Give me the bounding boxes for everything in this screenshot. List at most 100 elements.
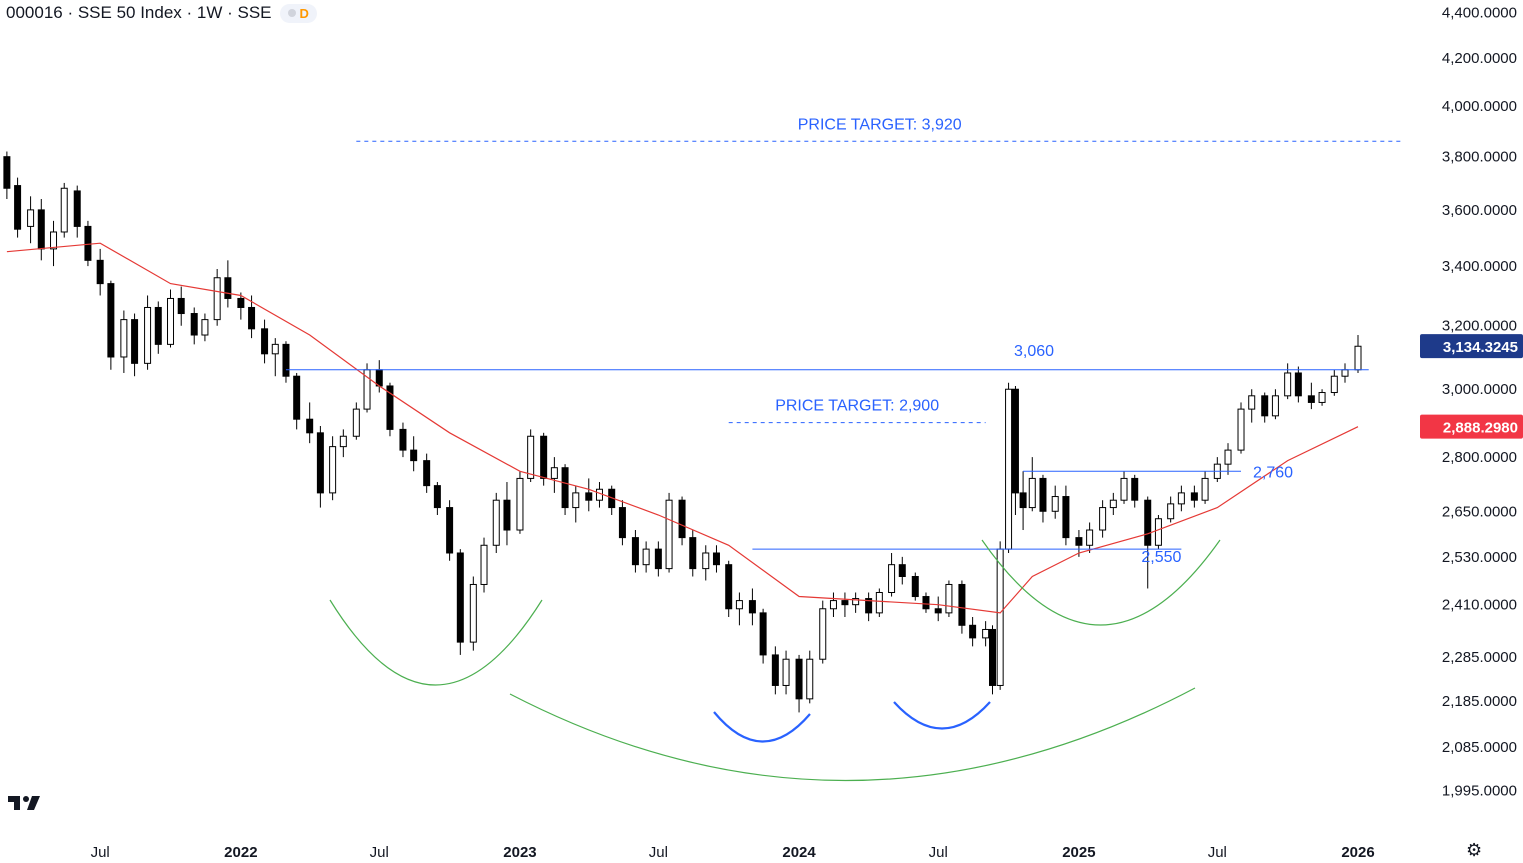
candle-body [1144, 499, 1152, 546]
candle-body [875, 592, 883, 614]
candle-body [759, 612, 767, 656]
y-tick-label: 4,400.0000 [1442, 4, 1517, 21]
candle-body [1237, 408, 1245, 451]
candle-body [154, 306, 162, 345]
candle-body [248, 306, 256, 330]
time-axis[interactable]: Jul 2022 Jul 2023 Jul 2024 Jul 2025 Jul 2026 [91, 844, 1375, 861]
level-label: 2,760 [1253, 464, 1293, 481]
candle-body [689, 537, 697, 570]
candle-body [144, 306, 152, 364]
candle-body [84, 225, 92, 261]
candles-layer [3, 151, 1362, 713]
y-tick-label: 3,400.0000 [1442, 258, 1517, 275]
left-bottom-curve [713, 711, 811, 743]
last-price-tag-bg [1420, 334, 1523, 359]
candle-body [399, 428, 407, 451]
x-tick-label: 2025 [1062, 844, 1095, 861]
y-tick-label: 2,650.0000 [1442, 503, 1517, 520]
y-tick-label: 3,200.0000 [1442, 318, 1517, 335]
session-badge-label: D [299, 5, 309, 21]
candle-body [702, 552, 710, 570]
left-shoulder-cup-curve [329, 599, 543, 686]
candle-body [527, 435, 535, 479]
candle-body [665, 499, 673, 570]
candle-body [1005, 388, 1013, 550]
candle-body [922, 596, 930, 610]
candle-body [996, 548, 1004, 686]
candle-body [561, 467, 569, 509]
right-shoulder-cup-curve [981, 539, 1221, 626]
last-price-tag: 3,134.3245 [1443, 339, 1518, 356]
candle-body [50, 231, 58, 250]
y-tick-label: 2,530.0000 [1442, 549, 1517, 566]
candle-body [293, 375, 301, 420]
base-cup-curve [509, 687, 1196, 782]
candle-body [1294, 372, 1302, 397]
candle-body [1019, 492, 1027, 509]
y-tick-label: 3,600.0000 [1442, 202, 1517, 219]
y-tick-label: 1,995.0000 [1442, 783, 1517, 800]
candle-body [96, 259, 104, 285]
candle-body [585, 492, 593, 501]
candle-body [735, 600, 743, 610]
candle-body [423, 460, 431, 487]
candle-body [1062, 496, 1070, 539]
candle-body [712, 552, 720, 566]
candle-body [190, 313, 198, 336]
candle-body [316, 432, 324, 494]
x-tick-label: 2023 [503, 844, 536, 861]
candle-body [492, 499, 500, 546]
price-labels: 3,134.3245 2,888.2980 [1420, 334, 1523, 439]
symbol-title[interactable]: 000016 · SSE 50 Index · 1W · SSE [6, 3, 272, 22]
chart-settings-icon[interactable]: ⚙ [1466, 840, 1483, 860]
candle-body [852, 598, 860, 606]
candle-body [1248, 395, 1256, 410]
candle-body [107, 283, 115, 358]
x-tick-label: Jul [649, 844, 668, 861]
pattern-curves-layer [329, 539, 1221, 782]
y-tick-label: 2,085.0000 [1442, 739, 1517, 756]
price-axis[interactable]: 4,400.0000 4,200.0000 4,000.0000 3,800.0000… [1442, 4, 1517, 799]
candle-body [1261, 395, 1269, 417]
session-badge[interactable]: D [279, 3, 317, 23]
candle-body [771, 654, 779, 686]
status-dot-icon [287, 9, 296, 17]
candle-body [806, 658, 814, 700]
candle-body [201, 319, 209, 336]
candle-body [1341, 369, 1349, 377]
candle-body [1177, 492, 1185, 505]
candle-body [1307, 395, 1315, 403]
candle-body [271, 343, 279, 355]
y-tick-label: 2,800.0000 [1442, 449, 1517, 466]
x-tick-label: 2026 [1341, 844, 1374, 861]
y-tick-label: 3,800.0000 [1442, 149, 1517, 166]
candle-body [516, 477, 524, 531]
candle-body [14, 185, 22, 230]
candle-body [167, 297, 175, 345]
candle-body [352, 408, 360, 437]
candle-body [446, 507, 454, 554]
candle-body [572, 492, 580, 509]
candle-body [37, 209, 45, 250]
candle-body [888, 564, 896, 594]
candle-body [410, 449, 418, 462]
candle-body [1120, 477, 1128, 501]
candle-body [261, 328, 269, 355]
x-tick-label: 2022 [224, 844, 257, 861]
candle-body [456, 552, 464, 643]
x-tick-label: Jul [91, 844, 110, 861]
candle-body [1167, 503, 1175, 520]
candle-body [540, 435, 548, 479]
x-tick-label: Jul [370, 844, 389, 861]
candle-body [550, 467, 558, 479]
candle-body [631, 537, 639, 566]
candle-body [1271, 395, 1279, 417]
right-bottom-curve [893, 701, 991, 730]
candle-body [27, 209, 35, 227]
candle-body [1075, 537, 1083, 546]
candle-body [829, 600, 837, 610]
ma-price-tag: 2,888.2980 [1443, 420, 1518, 437]
candle-body [595, 488, 603, 501]
candle-body [865, 598, 873, 614]
